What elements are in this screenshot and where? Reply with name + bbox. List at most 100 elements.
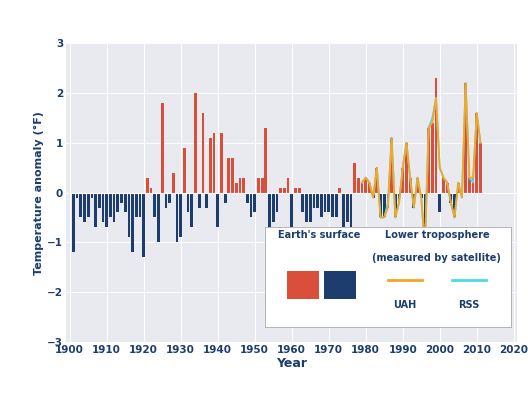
Bar [146,178,149,193]
Bar [298,187,300,193]
Bar [276,193,278,213]
Bar [272,193,275,222]
Bar [101,193,105,222]
Bar [475,113,478,193]
Bar [83,193,86,222]
Bar [390,138,393,193]
Bar [427,128,430,193]
Bar [375,168,378,193]
Bar [409,178,411,193]
Bar [331,193,334,217]
Bar [228,158,230,193]
Bar [246,193,249,202]
Bar [231,158,234,193]
Bar [94,193,97,228]
Bar [253,193,256,213]
Bar [202,113,204,193]
Bar [316,193,319,208]
Bar [216,193,219,228]
Bar [261,178,263,193]
Bar [416,178,419,193]
Bar [250,193,252,217]
Bar [116,193,119,213]
Bar [265,128,267,193]
Bar [76,193,79,198]
Bar [350,193,352,228]
Bar [131,193,134,252]
Bar [327,193,330,213]
Bar [457,183,459,193]
Bar [449,193,452,202]
Bar [154,193,156,217]
Bar [109,193,112,217]
Bar [279,187,282,193]
Bar [412,193,415,208]
Bar [176,193,178,242]
Bar [338,187,341,193]
Bar [353,163,356,193]
Bar [205,193,208,208]
Bar [90,193,93,198]
Bar [460,193,464,198]
Bar [143,193,145,257]
Bar [368,183,371,193]
Bar [301,193,304,213]
X-axis label: Year: Year [276,358,307,371]
Bar [180,193,182,237]
Bar [220,133,223,193]
Bar [183,148,186,193]
Bar [472,178,475,193]
Bar [224,193,227,202]
Bar [135,193,138,217]
Bar [438,193,441,213]
Bar [420,193,422,198]
Bar [364,178,367,193]
Bar [442,178,445,193]
Bar [172,173,175,193]
Bar [124,193,127,213]
Bar [394,193,397,217]
Y-axis label: Temperature anomaly (°F): Temperature anomaly (°F) [34,111,44,274]
Bar [479,143,482,193]
Bar [209,138,212,193]
Bar [313,193,315,208]
Bar [435,78,437,193]
Bar [346,193,348,222]
Bar [294,187,297,193]
Bar [453,193,456,217]
Bar [242,178,245,193]
Bar [287,178,289,193]
Bar [98,193,101,208]
Bar [305,193,308,222]
Bar [161,103,164,193]
Bar [165,193,167,208]
Bar [128,193,130,237]
Bar [283,187,286,193]
Bar [105,193,108,228]
Bar [386,193,389,208]
Bar [309,193,312,222]
Bar [235,183,238,193]
Bar [361,183,363,193]
Bar [198,193,201,208]
Bar [398,193,400,202]
Bar [239,178,241,193]
Bar [191,193,193,228]
Bar [194,93,197,193]
Bar [401,168,404,193]
Bar [431,123,433,193]
Bar [290,193,293,242]
Bar [168,193,171,202]
Bar [150,187,153,193]
Bar [87,193,90,217]
Bar [187,193,190,213]
Bar [423,193,426,247]
Bar [357,178,360,193]
Bar [139,193,142,217]
Bar [120,193,123,202]
Bar [324,193,326,213]
Bar [72,193,75,252]
Bar [464,83,467,193]
Bar [213,133,215,193]
Text: Figure 1. Temperatures in the Contiguous 48 States, 1901–2011: Figure 1. Temperatures in the Contiguous… [6,13,430,26]
